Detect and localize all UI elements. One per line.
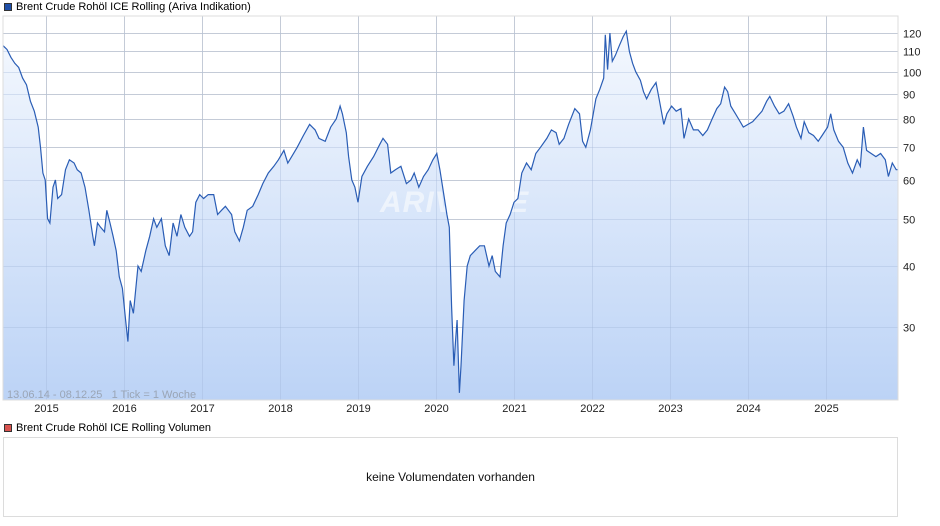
y-tick-label: 100 [903,68,921,80]
y-tick-label: 110 [903,47,921,59]
volume-chart-legend: Brent Crude Rohöl ICE Rolling Volumen [4,421,211,435]
series-color-swatch [4,3,12,11]
x-tick-label: 2020 [424,403,448,415]
watermark-logo: ARIVA.DE [379,186,529,219]
x-tick-label: 2024 [736,403,760,415]
x-tick-label: 2023 [658,403,682,415]
main-chart-legend: Brent Crude Rohöl ICE Rolling (Ariva Ind… [4,0,251,14]
y-tick-label: 30 [903,323,915,335]
x-tick-label: 2018 [268,403,292,415]
volume-panel: keine Volumendaten vorhanden [3,437,898,517]
y-tick-label: 80 [903,115,915,127]
date-range-info: 13.06.14 - 08.12.25 1 Tick = 1 Woche [7,389,196,401]
x-tick-label: 2015 [34,403,58,415]
y-tick-label: 90 [903,90,915,102]
x-tick-label: 2019 [346,403,370,415]
price-area-fill [3,31,898,400]
volume-color-swatch [4,424,12,432]
price-line [3,29,898,393]
x-tick-label: 2022 [580,403,604,415]
plot-frame [2,15,899,401]
x-axis: 2015 2016 2017 2018 2019 2020 2021 2022 2023 2024… [34,403,838,415]
x-tick-label: 2017 [190,403,214,415]
y-tick-label: 40 [903,262,915,274]
volume-legend-label: Brent Crude Rohöl ICE Rolling Volumen [16,422,212,434]
y-axis: 30 40 50 60 70 80 90 100 110 120 [903,29,921,335]
x-tick-label: 2016 [112,403,136,415]
y-tick-label: 120 [903,29,921,41]
x-tick-label: 2021 [502,403,526,415]
x-tick-label: 2025 [814,403,838,415]
y-tick-label: 60 [903,176,915,188]
y-tick-label: 70 [903,143,915,155]
main-legend-label: Brent Crude Rohöl ICE Rolling (Ariva Ind… [16,1,251,13]
y-tick-label: 50 [903,215,915,227]
no-volume-message: keine Volumendaten vorhanden [366,470,535,484]
